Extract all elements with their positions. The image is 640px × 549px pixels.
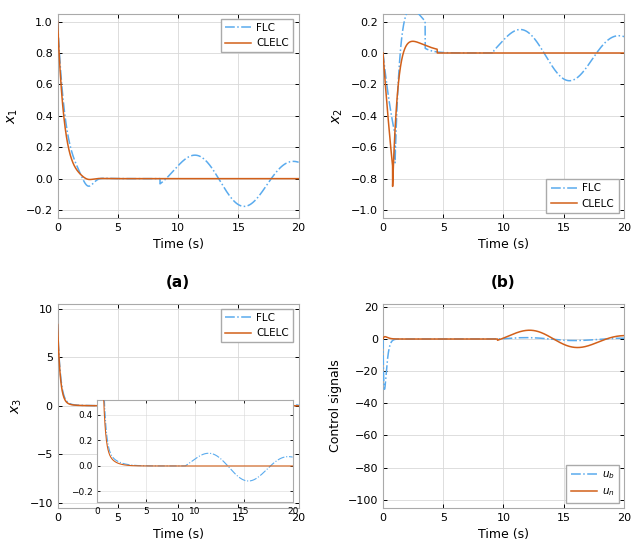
FLC xyxy=(295,402,303,408)
CLELC xyxy=(409,38,417,44)
CLELC xyxy=(554,50,562,57)
$u_b$ xyxy=(379,336,387,343)
CLELC xyxy=(157,402,164,409)
CLELC xyxy=(483,50,490,57)
FLC xyxy=(155,402,163,409)
FLC xyxy=(379,50,387,57)
FLC xyxy=(157,402,164,409)
Y-axis label: $x_2$: $x_2$ xyxy=(331,108,346,124)
CLELC xyxy=(155,175,163,182)
$u_n$ xyxy=(379,336,387,343)
$u_b$ xyxy=(481,336,488,343)
FLC xyxy=(229,404,237,410)
FLC xyxy=(613,32,621,39)
FLC xyxy=(481,50,488,57)
FLC xyxy=(620,33,628,40)
CLELC xyxy=(295,402,303,409)
CLELC xyxy=(601,50,609,57)
$u_b$ xyxy=(483,336,490,343)
FLC xyxy=(275,165,283,172)
$u_n$ xyxy=(613,333,621,340)
CLELC xyxy=(295,175,303,182)
$u_n$ xyxy=(481,336,488,343)
Y-axis label: Control signals: Control signals xyxy=(329,360,342,452)
CLELC xyxy=(155,402,163,409)
FLC xyxy=(408,5,415,12)
X-axis label: Time (s): Time (s) xyxy=(478,528,529,541)
Line: CLELC: CLELC xyxy=(58,324,299,406)
FLC xyxy=(229,197,237,203)
$u_n$ xyxy=(525,327,533,334)
CLELC xyxy=(481,50,488,57)
$u_b$ xyxy=(554,337,562,343)
CLELC xyxy=(54,321,61,328)
FLC xyxy=(168,402,176,409)
Text: (a): (a) xyxy=(166,275,190,290)
FLC xyxy=(287,402,295,408)
$u_n$ xyxy=(483,336,490,343)
CLELC xyxy=(229,175,237,182)
$u_b$ xyxy=(620,335,628,341)
Line: $u_b$: $u_b$ xyxy=(383,338,624,389)
$u_n$ xyxy=(601,337,609,343)
Line: FLC: FLC xyxy=(58,21,299,206)
Legend: FLC, CLELC: FLC, CLELC xyxy=(547,179,619,212)
$u_n$ xyxy=(493,337,501,344)
$u_b$ xyxy=(522,334,530,341)
CLELC xyxy=(229,402,237,409)
Line: CLELC: CLELC xyxy=(58,21,299,180)
CLELC xyxy=(54,18,61,25)
Line: CLELC: CLELC xyxy=(383,41,624,187)
CLELC xyxy=(168,175,176,182)
Legend: FLC, CLELC: FLC, CLELC xyxy=(221,19,293,53)
CLELC xyxy=(157,175,164,182)
FLC xyxy=(554,71,562,77)
Legend: $u_b$, $u_n$: $u_b$, $u_n$ xyxy=(566,466,619,503)
FLC xyxy=(295,159,303,166)
CLELC xyxy=(613,50,621,57)
$u_n$ xyxy=(554,338,562,345)
Y-axis label: $x_3$: $x_3$ xyxy=(10,398,24,414)
FLC xyxy=(287,158,295,165)
FLC xyxy=(494,43,502,50)
X-axis label: Time (s): Time (s) xyxy=(478,238,529,251)
FLC xyxy=(54,18,61,25)
CLELC xyxy=(275,175,283,182)
FLC xyxy=(275,402,283,408)
FLC xyxy=(483,50,490,57)
FLC xyxy=(168,169,176,176)
CLELC xyxy=(275,402,283,409)
FLC xyxy=(54,322,61,328)
Text: (b): (b) xyxy=(491,275,516,290)
FLC xyxy=(391,160,399,166)
Legend: FLC, CLELC: FLC, CLELC xyxy=(221,309,293,343)
Line: $u_n$: $u_n$ xyxy=(383,330,624,348)
FLC xyxy=(240,203,248,210)
$u_b$ xyxy=(381,386,388,393)
CLELC xyxy=(620,50,628,57)
CLELC xyxy=(287,175,295,182)
CLELC xyxy=(168,402,176,409)
X-axis label: Time (s): Time (s) xyxy=(152,238,204,251)
Line: FLC: FLC xyxy=(58,325,299,407)
CLELC xyxy=(388,183,396,190)
$u_b$ xyxy=(613,335,621,341)
X-axis label: Time (s): Time (s) xyxy=(152,528,204,541)
Line: FLC: FLC xyxy=(383,9,624,163)
$u_b$ xyxy=(601,335,609,342)
$u_b$ xyxy=(493,336,501,343)
CLELC xyxy=(287,402,295,409)
FLC xyxy=(240,404,248,410)
CLELC xyxy=(86,176,93,183)
Y-axis label: $x_1$: $x_1$ xyxy=(6,108,20,124)
FLC xyxy=(157,180,164,187)
CLELC xyxy=(494,50,502,57)
FLC xyxy=(601,40,609,46)
FLC xyxy=(155,175,163,182)
$u_n$ xyxy=(573,344,581,351)
$u_n$ xyxy=(620,332,628,339)
CLELC xyxy=(379,50,387,57)
